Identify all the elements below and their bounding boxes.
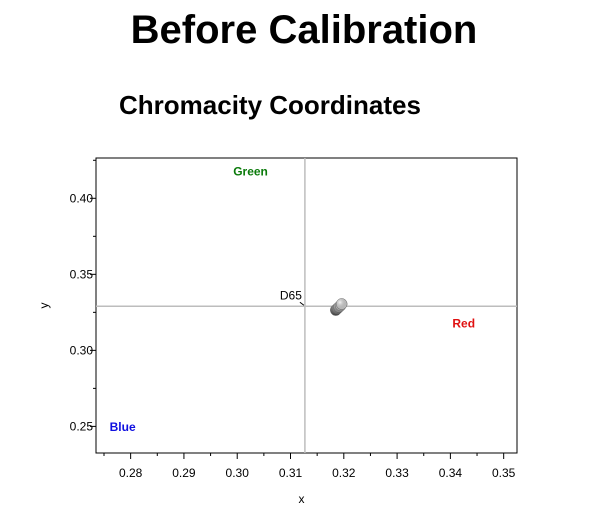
x-tick-label: 0.32 xyxy=(332,466,356,480)
annotation-green: Green xyxy=(233,165,268,179)
y-tick-label: 0.40 xyxy=(70,191,94,205)
x-tick-label: 0.33 xyxy=(385,466,409,480)
y-tick-label: 0.30 xyxy=(70,343,94,357)
y-axis-label: y xyxy=(37,303,51,309)
reference-pointer xyxy=(299,301,305,306)
page-title: Before Calibration xyxy=(130,8,478,52)
x-axis-label: x xyxy=(299,492,305,506)
x-tick-label: 0.35 xyxy=(492,466,516,480)
x-tick-label: 0.29 xyxy=(172,466,196,480)
chart-title: Chromacity Coordinates xyxy=(119,90,421,120)
y-tick-label: 0.25 xyxy=(70,419,94,433)
reference-label: D65 xyxy=(280,288,302,302)
annotation-blue: Blue xyxy=(110,420,136,434)
x-tick-label: 0.30 xyxy=(226,466,250,480)
x-tick-label: 0.34 xyxy=(439,466,463,480)
annotation-red: Red xyxy=(452,317,475,331)
x-tick-label: 0.31 xyxy=(279,466,303,480)
x-tick-label: 0.28 xyxy=(119,466,143,480)
plot-area xyxy=(95,157,518,454)
y-tick-label: 0.35 xyxy=(70,267,94,281)
data-point-shading xyxy=(336,298,348,310)
